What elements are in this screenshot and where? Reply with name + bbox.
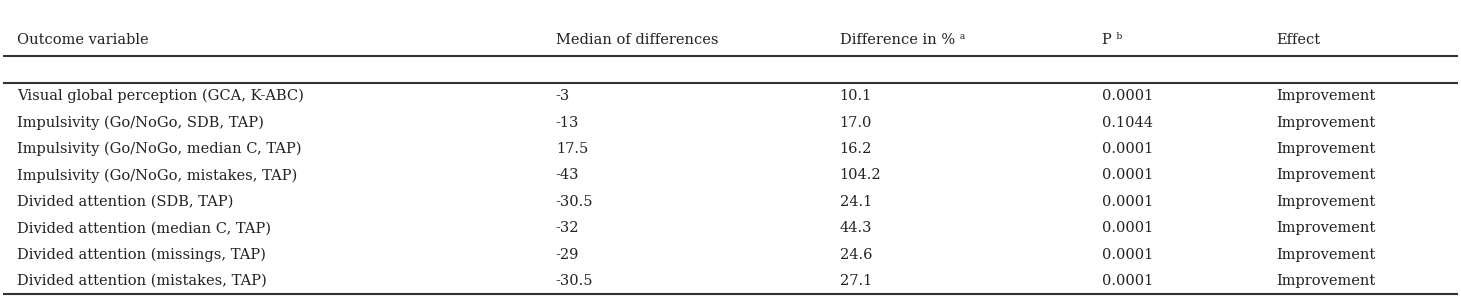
Text: Impulsivity (Go/NoGo, median C, TAP): Impulsivity (Go/NoGo, median C, TAP) <box>18 142 302 156</box>
Text: 104.2: 104.2 <box>840 168 881 182</box>
Text: Visual global perception (GCA, K-ABC): Visual global perception (GCA, K-ABC) <box>18 89 304 104</box>
Text: 0.0001: 0.0001 <box>1102 142 1153 156</box>
Text: P ᵇ: P ᵇ <box>1102 32 1122 47</box>
Text: Outcome variable: Outcome variable <box>18 32 149 47</box>
Text: -30.5: -30.5 <box>555 195 593 209</box>
Text: 44.3: 44.3 <box>840 221 872 235</box>
Text: Improvement: Improvement <box>1277 221 1376 235</box>
Text: Divided attention (missings, TAP): Divided attention (missings, TAP) <box>18 248 266 262</box>
Text: Difference in % ᵃ: Difference in % ᵃ <box>840 32 966 47</box>
Text: -43: -43 <box>555 168 580 182</box>
Text: 27.1: 27.1 <box>840 274 872 288</box>
Text: Effect: Effect <box>1277 32 1321 47</box>
Text: Improvement: Improvement <box>1277 168 1376 182</box>
Text: 0.0001: 0.0001 <box>1102 274 1153 288</box>
Text: Improvement: Improvement <box>1277 248 1376 262</box>
Text: 16.2: 16.2 <box>840 142 872 156</box>
Text: -32: -32 <box>555 221 580 235</box>
Text: Divided attention (mistakes, TAP): Divided attention (mistakes, TAP) <box>18 274 267 288</box>
Text: 24.6: 24.6 <box>840 248 872 262</box>
Text: Divided attention (SDB, TAP): Divided attention (SDB, TAP) <box>18 195 234 209</box>
Text: Impulsivity (Go/NoGo, mistakes, TAP): Impulsivity (Go/NoGo, mistakes, TAP) <box>18 168 298 183</box>
Text: 17.0: 17.0 <box>840 116 872 130</box>
Text: 17.5: 17.5 <box>555 142 589 156</box>
Text: 0.0001: 0.0001 <box>1102 221 1153 235</box>
Text: 0.0001: 0.0001 <box>1102 168 1153 182</box>
Text: -13: -13 <box>555 116 579 130</box>
Text: Improvement: Improvement <box>1277 142 1376 156</box>
Text: Improvement: Improvement <box>1277 89 1376 103</box>
Text: Divided attention (median C, TAP): Divided attention (median C, TAP) <box>18 221 272 235</box>
Text: Impulsivity (Go/NoGo, SDB, TAP): Impulsivity (Go/NoGo, SDB, TAP) <box>18 115 264 130</box>
Text: -30.5: -30.5 <box>555 274 593 288</box>
Text: -3: -3 <box>555 89 570 103</box>
Text: 0.0001: 0.0001 <box>1102 89 1153 103</box>
Text: Improvement: Improvement <box>1277 274 1376 288</box>
Text: 10.1: 10.1 <box>840 89 872 103</box>
Text: 24.1: 24.1 <box>840 195 872 209</box>
Text: 0.0001: 0.0001 <box>1102 248 1153 262</box>
Text: 0.0001: 0.0001 <box>1102 195 1153 209</box>
Text: Improvement: Improvement <box>1277 116 1376 130</box>
Text: Improvement: Improvement <box>1277 195 1376 209</box>
Text: -29: -29 <box>555 248 579 262</box>
Text: 0.1044: 0.1044 <box>1102 116 1153 130</box>
Text: Median of differences: Median of differences <box>555 32 719 47</box>
